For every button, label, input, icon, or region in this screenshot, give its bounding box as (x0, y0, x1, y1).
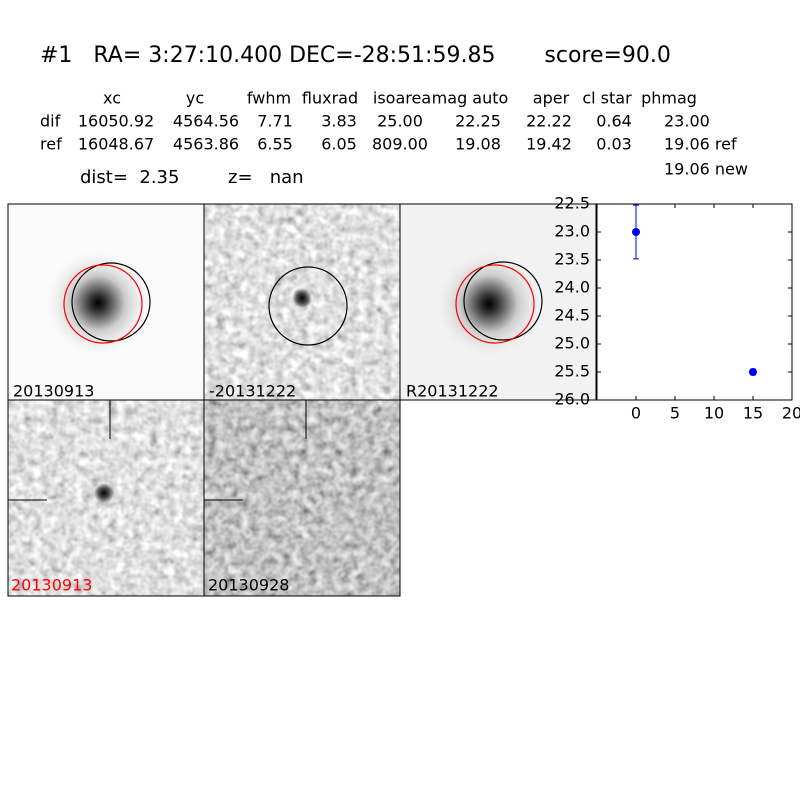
plot-frame (596, 203, 793, 401)
cell: 6.05 (321, 135, 357, 154)
cell: 6.55 (257, 135, 293, 154)
column-header: xc (103, 89, 121, 108)
point (749, 368, 757, 376)
column-header: aper (533, 89, 570, 108)
cell: 0.03 (596, 135, 632, 154)
y-tick-label: 23.0 (554, 222, 590, 241)
x-tick-label: 15 (743, 404, 763, 423)
title: #1 RA= 3:27:10.400 DEC=-28:51:59.85 scor… (40, 43, 671, 68)
redshift: z= nan (228, 167, 304, 188)
panel-3 (400, 204, 596, 400)
cell: 22.22 (526, 112, 572, 131)
x-tick-label: 20 (782, 404, 800, 423)
cell: 19.42 (526, 135, 572, 154)
cell: 19.06 ref (664, 135, 737, 154)
cell: 4564.56 (173, 112, 239, 131)
cell: 16050.92 (78, 112, 154, 131)
column-header: fluxrad (302, 89, 358, 108)
panel-label: -20131222 (209, 382, 296, 401)
point (632, 228, 640, 236)
x-tick-label: 10 (704, 404, 724, 423)
panel-4 (8, 400, 204, 596)
panel-label: 20130913 (11, 576, 92, 595)
column-header: fwhm (247, 89, 291, 108)
y-tick-label: 25.0 (554, 334, 590, 353)
row-label: ref (40, 135, 62, 154)
cell: 7.71 (257, 112, 293, 131)
table: xc yc fwhm fluxrad isoarea mag auto aper cl sta… (40, 89, 748, 179)
cell: 4563.86 (173, 135, 239, 154)
panel-label: 20130913 (13, 382, 94, 401)
panel-2 (204, 204, 400, 400)
y-tick-label: 24.5 (554, 306, 590, 325)
cell: 16048.67 (78, 135, 154, 154)
plot-area (632, 204, 757, 376)
y-tick-label: 23.5 (554, 250, 590, 269)
cell: 25.00 (377, 112, 423, 131)
cell: 22.25 (455, 112, 501, 131)
column-header: yc (186, 89, 204, 108)
y-tick-label: 24.0 (554, 278, 590, 297)
row-label: dif (40, 112, 61, 131)
panel-label: R20131222 (406, 382, 499, 401)
panel-label: 20130928 (208, 576, 289, 595)
cell: 3.83 (321, 112, 357, 131)
column-header: cl star (582, 89, 632, 108)
column-header: mag auto (432, 89, 509, 108)
cell: 809.00 (372, 135, 428, 154)
cell: 19.06 new (664, 160, 748, 179)
panel-frames (7, 203, 597, 597)
cell: 19.08 (455, 135, 501, 154)
x-tick-label: 0 (631, 404, 641, 423)
plot: 22.5 23.0 23.5 24.0 24.5 25.0 25.5 26.0 0 5 10 15 20 (554, 194, 800, 423)
y-tick-label: 26.0 (554, 390, 590, 409)
dist: dist= 2.35 (80, 167, 179, 188)
column-header: phmag (641, 89, 697, 108)
column-header: isoarea (373, 89, 431, 108)
y-tick-label: 25.5 (554, 362, 590, 381)
panel-1 (8, 204, 204, 400)
cell: 23.00 (664, 112, 710, 131)
panel-5 (204, 400, 400, 596)
y-tick-label: 22.5 (554, 194, 590, 213)
cell: 0.64 (596, 112, 632, 131)
x-tick-label: 5 (670, 404, 680, 423)
